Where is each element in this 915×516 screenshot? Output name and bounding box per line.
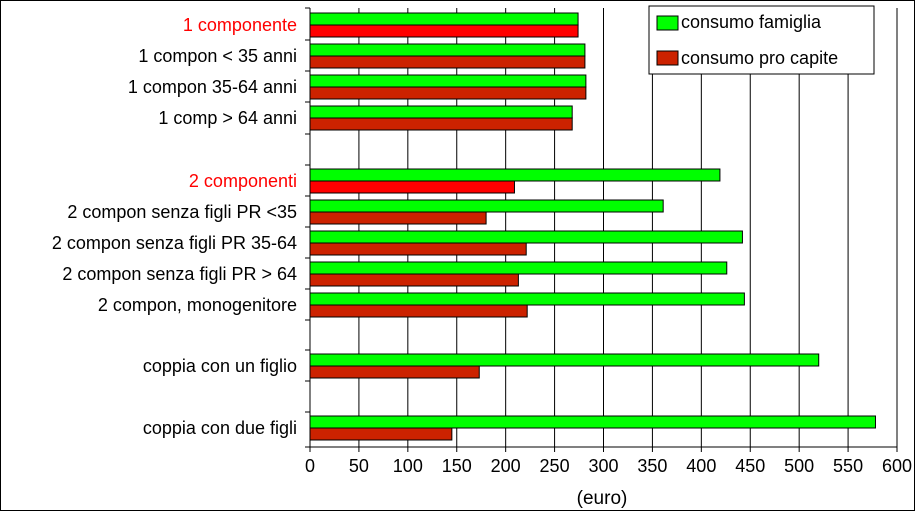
legend-swatch-consumo-famiglia [656,15,679,31]
bar-consumo-famiglia-2-compon-senza-figli-pr-35-64 [309,230,743,244]
x-tick-label: 0 [305,456,315,476]
legend: consumo famiglia consumo pro capite [648,5,875,75]
category-label-coppia-con-due-figli: coppia con due figli [143,418,297,438]
category-label-2-compon-senza-figli-pr-64: 2 compon senza figli PR > 64 [62,264,297,284]
bar-consumo-pro-capite-coppia-con-due-figli [309,427,453,441]
category-label-1-compon-35-anni: 1 compon < 35 anni [138,46,297,66]
x-tick-label: 450 [735,456,765,476]
bar-consumo-pro-capite-1-comp-64-anni [309,117,573,131]
x-tick-label: 100 [393,456,423,476]
category-label-1-componente: 1 componente [183,15,297,35]
category-label-2-compon-monogenitore: 2 compon, monogenitore [98,295,297,315]
legend-label-consumo-pro-capite: consumo pro capite [681,48,838,68]
bar-consumo-pro-capite-2-compon-senza-figli-pr-64 [309,273,519,287]
bar-consumo-pro-capite-2-compon-senza-figli-pr-35-64 [309,242,527,256]
x-tick-label: 50 [349,456,369,476]
bar-consumo-famiglia-1-componente [309,12,579,26]
bar-consumo-famiglia-coppia-con-due-figli [309,415,876,429]
bar-consumo-pro-capite-1-compon-35-64-anni [309,86,587,100]
category-labels: 1 componente 1 compon < 35 anni 1 compon 3… [52,15,297,438]
x-tick-label: 300 [588,456,618,476]
category-label-2-componenti: 2 componenti [189,171,297,191]
x-tick-label: 550 [833,456,863,476]
x-tick-label: 400 [686,456,716,476]
legend-box [648,5,875,75]
bar-consumo-famiglia-2-compon-senza-figli-pr-64 [309,261,728,275]
x-axis-label: (euro) [577,488,628,509]
legend-label-consumo-famiglia: consumo famiglia [681,12,822,32]
bar-consumo-pro-capite-coppia-con-un-figlio [309,365,480,379]
bar-consumo-famiglia-2-componenti [309,168,721,182]
bar-consumo-pro-capite-1-componente [309,24,579,38]
x-tick-label: 600 [882,456,912,476]
legend-swatch-consumo-pro-capite [656,50,679,66]
x-tick-label: 200 [491,456,521,476]
bar-consumo-famiglia-1-compon-35-64-anni [309,74,587,88]
bar-consumo-pro-capite-2-compon-monogenitore [309,304,528,318]
bar-consumo-pro-capite-2-compon-senza-figli-pr-35 [309,211,487,225]
category-label-1-compon-35-64-anni: 1 compon 35-64 anni [128,77,297,97]
bars [309,12,876,441]
x-tick-labels: 0 50 100 150 200 250 300 350 400 450 500 550 600 [305,456,912,476]
bar-consumo-famiglia-2-compon-monogenitore [309,292,745,306]
category-label-coppia-con-un-figlio: coppia con un figlio [143,356,297,376]
bar-consumo-famiglia-coppia-con-un-figlio [309,353,820,367]
axes [305,7,898,452]
x-tick-label: 150 [442,456,472,476]
category-label-2-compon-senza-figli-pr-35-64: 2 compon senza figli PR 35-64 [52,233,297,253]
category-label-1-comp-64-anni: 1 comp > 64 anni [158,108,297,128]
x-tick-label: 250 [540,456,570,476]
bar-consumo-pro-capite-1-compon-35-anni [309,55,586,69]
bar-consumo-famiglia-1-comp-64-anni [309,105,573,119]
category-label-2-compon-senza-figli-pr-35: 2 compon senza figli PR <35 [67,202,297,222]
bar-consumo-pro-capite-2-componenti [309,180,515,194]
bar-consumo-famiglia-1-compon-35-anni [309,43,586,57]
x-tick-label: 500 [784,456,814,476]
x-tick-label: 350 [637,456,667,476]
bar-consumo-famiglia-2-compon-senza-figli-pr-35 [309,199,664,213]
